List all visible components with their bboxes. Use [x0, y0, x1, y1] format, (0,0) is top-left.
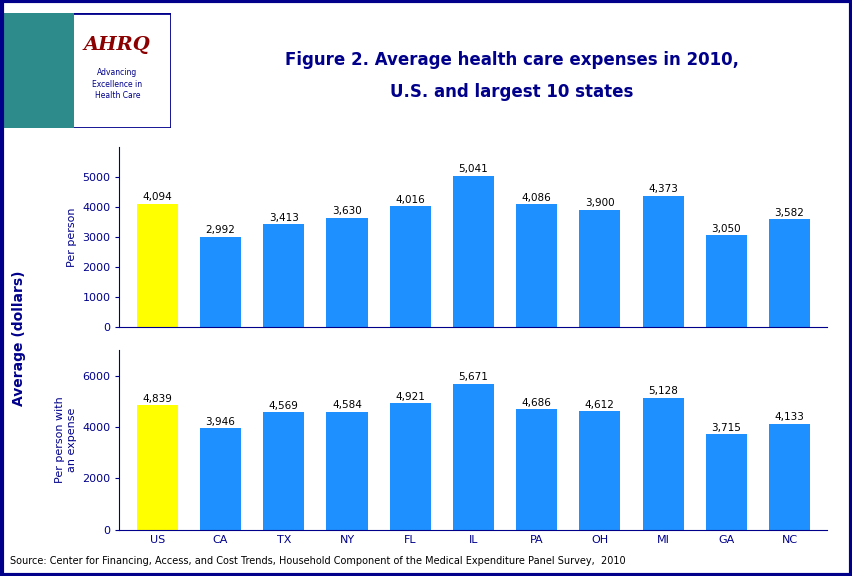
Bar	[515, 410, 556, 530]
Bar	[389, 206, 430, 327]
Bar	[263, 412, 304, 530]
Text: Figure 2. Average health care expenses in 2010,: Figure 2. Average health care expenses i…	[285, 51, 738, 70]
Bar	[705, 236, 746, 327]
Text: 3,050: 3,050	[711, 223, 740, 234]
Text: 4,373: 4,373	[648, 184, 677, 194]
Y-axis label: Per person: Per person	[66, 207, 77, 267]
Bar	[768, 423, 809, 530]
Text: 4,133: 4,133	[774, 412, 803, 422]
Bar	[579, 411, 619, 530]
Text: 5,128: 5,128	[648, 386, 677, 396]
Text: 3,413: 3,413	[268, 213, 298, 223]
Bar	[768, 219, 809, 327]
Text: 4,921: 4,921	[394, 392, 424, 401]
Y-axis label: Per person with
an expense: Per person with an expense	[55, 396, 77, 483]
Bar	[642, 196, 682, 327]
Text: 4,839: 4,839	[142, 393, 172, 404]
Text: 4,086: 4,086	[521, 192, 551, 203]
Bar	[199, 429, 241, 530]
Bar	[326, 412, 367, 530]
Bar	[642, 398, 682, 530]
Text: 2,992: 2,992	[205, 225, 235, 236]
Bar	[389, 403, 430, 530]
Text: 4,569: 4,569	[268, 401, 298, 411]
Bar	[452, 176, 493, 327]
Bar	[515, 204, 556, 327]
Text: Source: Center for Financing, Access, and Cost Trends, Household Component of th: Source: Center for Financing, Access, an…	[10, 556, 625, 566]
Bar	[136, 204, 178, 327]
Text: 3,900: 3,900	[584, 198, 614, 209]
Bar	[452, 384, 493, 530]
Bar	[136, 406, 178, 530]
Text: 4,094: 4,094	[142, 192, 172, 202]
Text: 4,686: 4,686	[521, 397, 551, 408]
Text: Average (dollars): Average (dollars)	[12, 271, 26, 406]
Text: 3,582: 3,582	[774, 208, 803, 218]
Text: 3,630: 3,630	[331, 206, 361, 217]
Text: U.S. and largest 10 states: U.S. and largest 10 states	[389, 83, 633, 101]
Text: AHRQ: AHRQ	[83, 36, 151, 54]
Bar	[579, 210, 619, 327]
Text: Advancing
Excellence in
Health Care: Advancing Excellence in Health Care	[92, 69, 142, 100]
Bar	[263, 225, 304, 327]
Text: 4,584: 4,584	[331, 400, 361, 410]
Bar	[705, 434, 746, 530]
Text: 5,041: 5,041	[458, 164, 487, 174]
Text: 3,946: 3,946	[205, 416, 235, 427]
Text: 5,671: 5,671	[458, 372, 488, 382]
FancyBboxPatch shape	[4, 13, 74, 128]
Text: 4,016: 4,016	[394, 195, 424, 204]
Text: 4,612: 4,612	[584, 400, 614, 410]
Bar	[326, 218, 367, 327]
Text: 3,715: 3,715	[711, 423, 740, 433]
Bar	[199, 237, 241, 327]
